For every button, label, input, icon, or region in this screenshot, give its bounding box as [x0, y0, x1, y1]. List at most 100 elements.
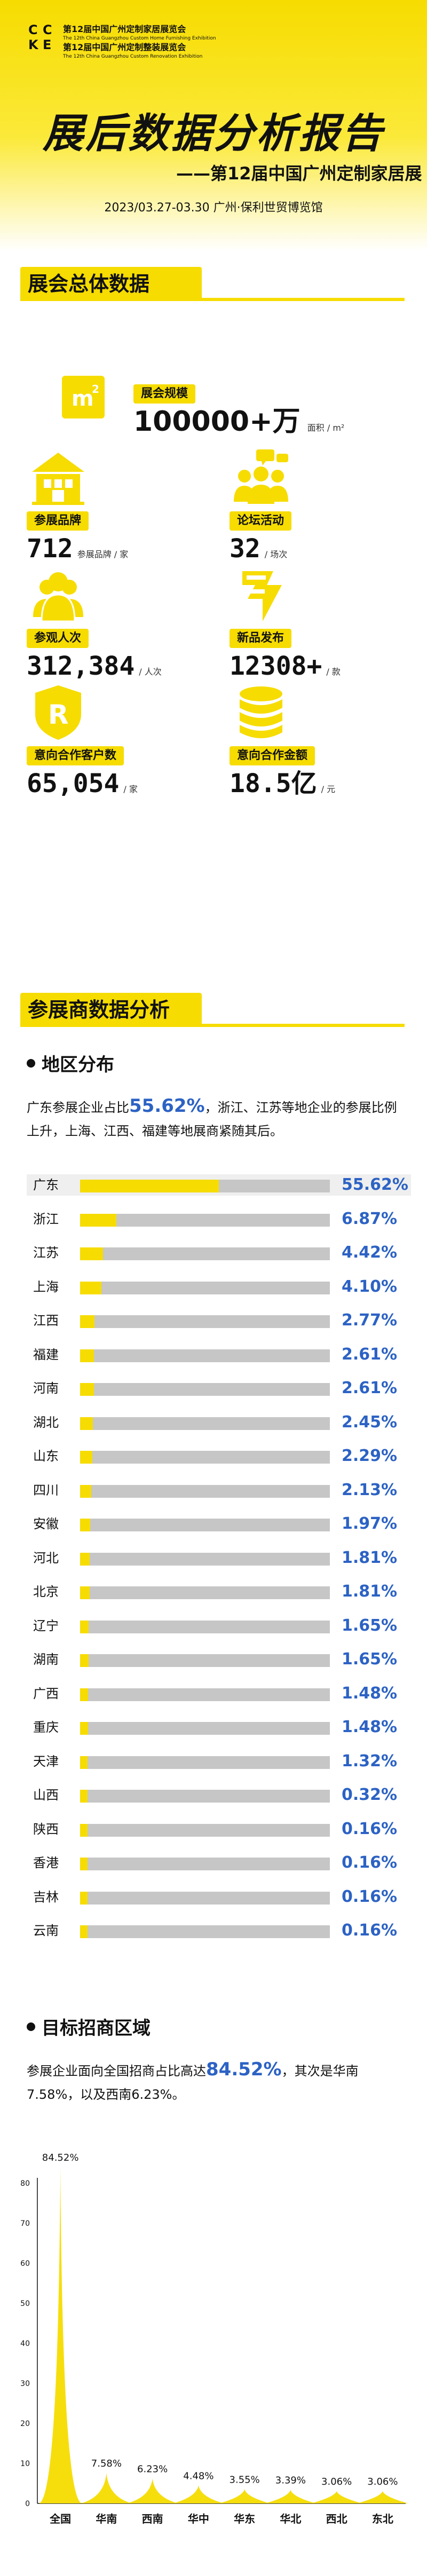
region-name: 山东 — [33, 1449, 59, 1464]
logo-line-en-1: The 12th China Guangzhou Custom Home Fur… — [63, 36, 216, 41]
region-bar — [80, 1484, 91, 1498]
target-area-peak — [311, 2491, 362, 2503]
region-bar — [80, 1858, 88, 1870]
stat-new-products: 新品发布 12308+ / 款 — [219, 566, 411, 681]
region-name: 北京 — [33, 1584, 59, 1599]
region-name: 天津 — [33, 1753, 59, 1769]
region-value-label: 0.16% — [342, 1921, 398, 1940]
section-title-exhibitors: 参展商数据分析 — [28, 998, 170, 1022]
stat-forums: 论坛活动 32 / 场次 — [219, 448, 411, 564]
target-value-label: 3.39% — [275, 2475, 306, 2486]
region-row: 辽宁 1.65% — [27, 1615, 411, 1637]
region-bar-track — [80, 1790, 330, 1803]
region-row: 湖北 2.45% — [27, 1412, 411, 1433]
target-area-peak — [126, 2478, 178, 2503]
region-name: 香港 — [33, 1855, 59, 1870]
target-value-label: 7.58% — [91, 2458, 122, 2469]
stat-visitors-label: 参观人次 — [27, 629, 89, 648]
region-name: 吉林 — [33, 1889, 59, 1905]
region-row: 广东 55.62% — [27, 1174, 411, 1196]
region-value-label: 2.13% — [342, 1480, 398, 1499]
region-bar — [80, 1925, 88, 1938]
y-tick-label: 20 — [20, 2420, 30, 2428]
region-value-label: 1.97% — [342, 1514, 398, 1533]
region-row: 山西 0.32% — [27, 1784, 411, 1806]
region-value-label: 0.16% — [342, 1819, 398, 1838]
region-bar — [80, 1383, 94, 1396]
region-bar-track — [80, 1417, 330, 1430]
region-value-label: 2.61% — [342, 1379, 398, 1397]
region-value-label: 2.29% — [342, 1447, 398, 1465]
stat-brands-unit: 参展品牌 / 家 — [77, 549, 129, 559]
region-row: 安徽 1.97% — [27, 1513, 411, 1535]
target-value-label: 6.23% — [137, 2463, 168, 2475]
region-summary-a: 广东参展企业占比 — [27, 1100, 129, 1115]
region-bar-track — [80, 1383, 330, 1396]
region-summary-b: ，浙江、江苏等地企业的参展比例上升，上海、江西、福建等地展商紧随其后。 — [27, 1100, 397, 1139]
stat-amount-value: 18.5亿 — [230, 769, 317, 799]
region-bar-track — [80, 1688, 330, 1701]
region-bar — [80, 1654, 89, 1667]
stat-scale: m 2 展会规模 100000+万 面积 / m² — [0, 331, 427, 438]
region-row: 江西 2.77% — [27, 1310, 411, 1331]
region-bar-track — [80, 1281, 330, 1294]
square-meter-icon: m 2 — [62, 376, 105, 418]
region-value-label: 1.65% — [342, 1616, 398, 1635]
target-summary-a: 参展企业面向全国招商占比高达 — [27, 2064, 206, 2079]
region-name: 江苏 — [33, 1245, 59, 1260]
subsection-region: 地区分布 — [27, 1054, 114, 1076]
region-bar-track — [80, 1654, 330, 1667]
page-title: 展后数据分析报告 — [43, 109, 384, 157]
svg-text:C: C — [28, 22, 38, 37]
y-tick-label: 10 — [20, 2460, 30, 2468]
svg-text:R: R — [48, 699, 69, 730]
stat-clients-unit: / 家 — [123, 784, 138, 794]
region-bar-track — [80, 1349, 330, 1362]
region-bar-track — [80, 1484, 330, 1498]
coins-icon — [240, 686, 282, 738]
visitors-icon — [33, 572, 83, 622]
stat-visitors-unit: / 人次 — [139, 667, 162, 677]
region-name: 辽宁 — [33, 1618, 59, 1633]
hero-banner: C C K E 第12届中国广州定制家居展览会 The 12th China G… — [0, 0, 427, 251]
stat-new-products-unit: / 款 — [326, 667, 341, 677]
region-name: 浙江 — [33, 1211, 59, 1227]
region-bar — [80, 1891, 88, 1905]
region-row: 四川 2.13% — [27, 1480, 411, 1501]
y-tick-label: 30 — [20, 2380, 30, 2388]
stat-amount-label: 意向合作金额 — [230, 746, 315, 765]
target-category-label: 华南 — [96, 2512, 117, 2525]
region-name: 四川 — [33, 1482, 59, 1498]
region-bar-track — [80, 1823, 330, 1837]
subsection-region-title: 地区分布 — [42, 1054, 114, 1076]
region-row: 江苏 4.42% — [27, 1242, 411, 1263]
target-category-label: 西北 — [326, 2512, 347, 2525]
region-bar-track — [80, 1858, 330, 1870]
target-summary-b: ，其次是华南7.58%，以及西南6.23%。 — [27, 2064, 359, 2102]
region-bar-track — [80, 1519, 330, 1531]
region-name: 福建 — [33, 1347, 59, 1362]
target-category-label: 西南 — [142, 2512, 163, 2525]
region-name: 重庆 — [33, 1720, 59, 1735]
logo-line-cn-2: 第12届中国广州定制整装展览会 — [63, 42, 186, 52]
stat-amount-unit: / 元 — [321, 784, 336, 794]
region-name: 江西 — [33, 1313, 59, 1328]
region-value-label: 1.65% — [342, 1650, 398, 1669]
region-bar-track — [80, 1722, 330, 1735]
target-value-label: 84.52% — [42, 2152, 79, 2163]
region-name: 河北 — [33, 1550, 59, 1566]
region-value-label: 1.32% — [342, 1751, 398, 1771]
subsection-target-title: 目标招商区域 — [42, 2018, 151, 2039]
region-name: 广西 — [33, 1686, 59, 1701]
region-bar — [80, 1823, 88, 1837]
region-value-label: 1.81% — [342, 1548, 398, 1567]
building-icon — [32, 453, 84, 505]
region-bar-track — [80, 1315, 330, 1328]
region-bar — [80, 1519, 91, 1531]
logo-line-cn-1: 第12届中国广州定制家居展览会 — [63, 24, 186, 34]
region-bar-track — [80, 1620, 330, 1633]
region-summary-highlight: 55.62% — [129, 1095, 205, 1117]
region-bar-track — [80, 1552, 330, 1566]
region-bar — [80, 1552, 90, 1566]
region-row: 广西 1.48% — [27, 1683, 411, 1704]
